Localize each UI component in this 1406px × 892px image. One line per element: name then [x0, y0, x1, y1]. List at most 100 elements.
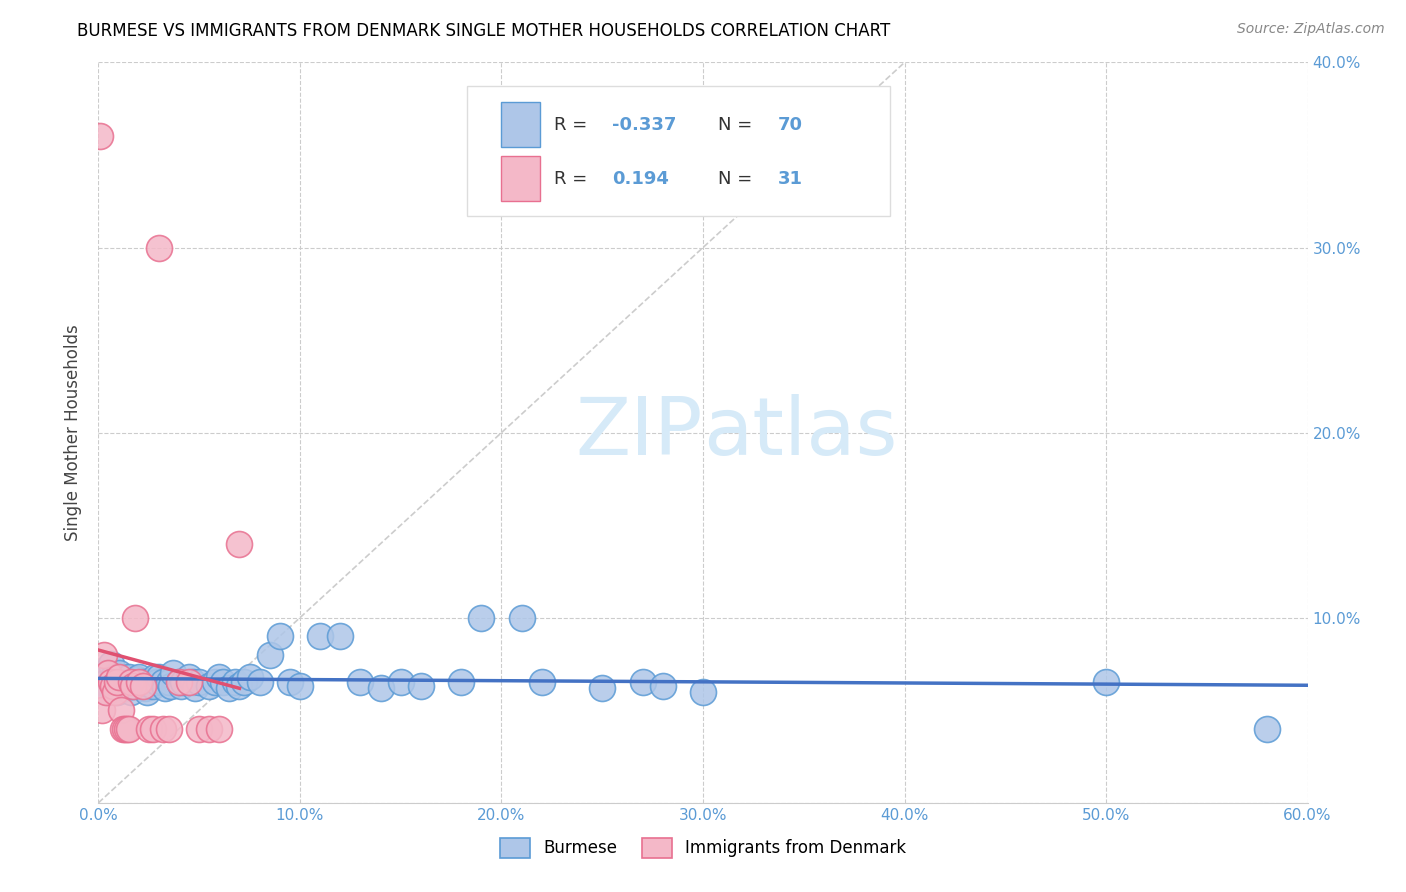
- Point: [93, 648, 115, 662]
- Point: [107, 666, 129, 681]
- Point: [152, 722, 174, 736]
- Point: [329, 629, 352, 643]
- Text: R =: R =: [554, 116, 593, 134]
- Text: R =: R =: [554, 169, 599, 187]
- Point: [111, 679, 134, 693]
- Point: [157, 675, 180, 690]
- Point: [118, 722, 141, 736]
- Point: [510, 610, 533, 624]
- Point: [134, 681, 156, 695]
- Text: Source: ZipAtlas.com: Source: ZipAtlas.com: [1237, 22, 1385, 37]
- Point: [120, 675, 142, 690]
- Point: [132, 679, 155, 693]
- Point: [138, 677, 160, 691]
- FancyBboxPatch shape: [501, 103, 540, 147]
- Point: [157, 722, 180, 736]
- Point: [142, 722, 165, 736]
- Point: [1256, 722, 1278, 736]
- Point: [167, 675, 190, 690]
- Point: [259, 648, 281, 662]
- Text: atlas: atlas: [703, 393, 897, 472]
- Point: [93, 666, 115, 681]
- Point: [96, 685, 118, 699]
- Point: [148, 670, 170, 684]
- Point: [409, 679, 432, 693]
- Y-axis label: Single Mother Households: Single Mother Households: [65, 325, 83, 541]
- Point: [162, 666, 184, 681]
- Point: [212, 675, 235, 690]
- Point: [118, 670, 141, 684]
- Text: -0.337: -0.337: [613, 116, 676, 134]
- Point: [139, 675, 162, 690]
- Point: [208, 670, 231, 684]
- Point: [179, 670, 201, 684]
- Point: [115, 675, 138, 690]
- Point: [148, 240, 170, 255]
- Point: [125, 672, 148, 686]
- Text: 31: 31: [778, 169, 803, 187]
- Point: [288, 679, 311, 693]
- Point: [107, 670, 129, 684]
- Point: [111, 722, 134, 736]
- Point: [132, 675, 155, 690]
- Point: [239, 670, 262, 684]
- Point: [101, 670, 124, 684]
- Point: [100, 657, 122, 671]
- Point: [591, 681, 613, 695]
- Point: [152, 675, 174, 690]
- Point: [135, 685, 157, 699]
- Point: [228, 679, 250, 693]
- Point: [121, 679, 143, 693]
- Point: [114, 722, 136, 736]
- Text: BURMESE VS IMMIGRANTS FROM DENMARK SINGLE MOTHER HOUSEHOLDS CORRELATION CHART: BURMESE VS IMMIGRANTS FROM DENMARK SINGL…: [77, 22, 890, 40]
- Point: [188, 675, 211, 690]
- Point: [100, 675, 122, 690]
- Point: [146, 675, 169, 690]
- Point: [184, 681, 207, 695]
- Text: 70: 70: [778, 116, 803, 134]
- Point: [105, 685, 128, 699]
- Point: [103, 685, 125, 699]
- Point: [97, 666, 120, 681]
- Text: N =: N =: [717, 116, 758, 134]
- Point: [97, 685, 120, 699]
- Point: [101, 679, 124, 693]
- FancyBboxPatch shape: [467, 87, 890, 216]
- Point: [188, 722, 211, 736]
- Text: 0.194: 0.194: [613, 169, 669, 187]
- Point: [249, 675, 271, 690]
- Point: [204, 675, 226, 690]
- Point: [128, 670, 150, 684]
- Point: [218, 681, 240, 695]
- Point: [91, 703, 114, 717]
- Point: [179, 675, 201, 690]
- Point: [172, 675, 194, 690]
- Point: [110, 675, 132, 690]
- Point: [228, 536, 250, 550]
- Point: [124, 675, 146, 690]
- Point: [198, 679, 221, 693]
- Point: [167, 675, 190, 690]
- Point: [160, 679, 183, 693]
- Point: [103, 675, 125, 690]
- Point: [631, 675, 654, 690]
- Point: [89, 129, 111, 144]
- Point: [110, 703, 132, 717]
- Point: [105, 675, 128, 690]
- Point: [450, 675, 472, 690]
- Point: [120, 685, 142, 699]
- Point: [370, 681, 392, 695]
- Point: [1095, 675, 1118, 690]
- Point: [530, 675, 553, 690]
- Point: [269, 629, 291, 643]
- Point: [91, 675, 114, 690]
- Legend: Burmese, Immigrants from Denmark: Burmese, Immigrants from Denmark: [494, 831, 912, 865]
- Point: [349, 675, 371, 690]
- Point: [692, 685, 714, 699]
- Point: [198, 722, 221, 736]
- Point: [138, 722, 160, 736]
- Point: [389, 675, 412, 690]
- FancyBboxPatch shape: [501, 156, 540, 201]
- Point: [153, 681, 176, 695]
- Point: [278, 675, 301, 690]
